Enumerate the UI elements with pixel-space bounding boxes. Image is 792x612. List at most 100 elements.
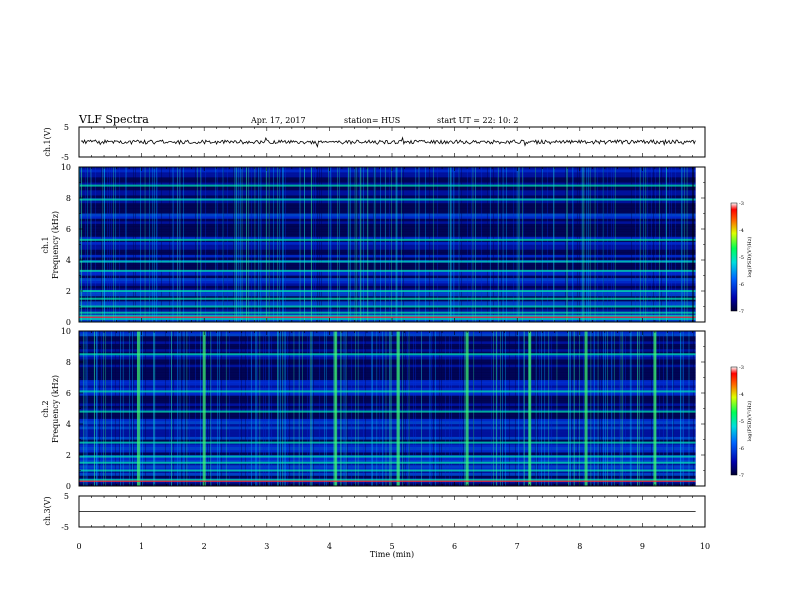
spectrogram-row <box>79 169 696 173</box>
spectrogram-column <box>189 331 190 486</box>
spectrogram-row <box>79 483 696 487</box>
ch1-cb-tick-2: -5 <box>739 255 744 261</box>
spectrogram-column <box>91 167 92 322</box>
spectrogram-column <box>169 167 170 322</box>
spectrogram-column <box>503 331 504 486</box>
spectrogram-column <box>107 167 108 322</box>
spectrogram-column <box>449 167 450 322</box>
spectrogram-row <box>79 480 696 484</box>
spectrogram-column <box>299 167 300 322</box>
spectrogram-column <box>185 331 186 486</box>
spectrogram-band <box>79 305 696 308</box>
spectrogram-row <box>79 241 696 245</box>
spectrogram-column <box>401 331 402 486</box>
spectrogram-row <box>79 374 696 378</box>
spectrogram-band <box>79 238 696 241</box>
spectrogram-row <box>79 372 696 376</box>
spectrogram-row <box>79 221 696 225</box>
spectrogram-column <box>133 167 134 322</box>
spectrogram-column <box>659 331 660 486</box>
spectrogram-row <box>79 216 696 219</box>
x-tick-label: 6 <box>452 542 457 551</box>
spectrogram-column <box>87 331 88 486</box>
time-axis-ticks <box>78 127 706 527</box>
spectrogram-column <box>519 331 520 486</box>
spectrogram-column <box>383 331 384 486</box>
spectrogram-column <box>101 331 102 486</box>
figure-title: VLF Spectra <box>78 113 149 126</box>
spectrogram-column <box>169 331 170 486</box>
spectrogram-column <box>269 331 270 486</box>
spectrogram-column <box>673 331 674 486</box>
spectrogram-column <box>235 167 236 322</box>
spectrogram-column <box>403 167 404 322</box>
spectrogram-column <box>259 167 260 322</box>
spectrogram-column <box>201 167 202 322</box>
spectrogram-column <box>265 331 266 486</box>
spectrogram-column <box>319 331 320 486</box>
spectrogram-row <box>79 254 696 258</box>
ch1-ytick-top: 5 <box>64 123 69 132</box>
spectrogram-row <box>79 265 696 269</box>
spectrogram-row <box>79 262 696 266</box>
spectrogram-column <box>523 331 524 486</box>
spectrogram-row <box>79 431 696 435</box>
ch2-freq-tick-label: 4 <box>66 420 71 429</box>
spectrogram-row <box>79 369 696 373</box>
spectrogram-row <box>79 473 696 476</box>
spectrogram-column <box>95 167 96 322</box>
spectrogram-row <box>79 298 696 302</box>
spectrogram-column <box>437 167 438 322</box>
spectrogram-column <box>445 331 446 486</box>
ch1-waveform-panel: 5 -5 ch.1(V) <box>43 123 706 162</box>
spectrogram-column <box>539 331 540 486</box>
station-label: station= HUS <box>344 116 400 125</box>
spectrogram-column <box>651 167 652 322</box>
spectrogram-column <box>351 331 352 486</box>
spectrogram-column <box>515 331 516 486</box>
spectrogram-column <box>299 331 300 486</box>
spectrogram-band <box>79 314 696 317</box>
time-axis-labels: 0 1 2 3 4 5 6 7 8 9 10 <box>76 542 710 551</box>
spectrogram-row <box>79 303 696 307</box>
spectrogram-burst <box>653 331 657 486</box>
spectrogram-column <box>573 167 574 322</box>
spectrogram-row <box>79 249 696 253</box>
spectrogram-column <box>241 331 242 486</box>
spectrogram-column <box>347 167 348 322</box>
spectrogram-column <box>547 167 548 322</box>
ch2-spec-ylabel: Frequency (kHz) <box>51 375 60 443</box>
spectrogram-lowfreq-line <box>79 480 696 482</box>
spectrogram-band <box>79 290 696 292</box>
spectrogram-column <box>611 167 612 322</box>
spectrogram-column <box>111 167 112 322</box>
spectrogram-row <box>79 177 696 181</box>
spectrogram-column <box>481 331 482 486</box>
spectrogram-column <box>551 331 552 486</box>
spectrogram-column <box>451 331 452 486</box>
spectrogram-row <box>79 244 696 248</box>
ch1-spectrogram-panel: 10 8 6 4 2 0 ch.1 Frequency (kHz) -3 -4 -5 -6… <box>41 163 753 327</box>
ch1-cb-tick-1: -4 <box>739 228 744 234</box>
spectrogram-column <box>251 167 252 322</box>
spectrogram-column <box>281 167 282 322</box>
spectrogram-column <box>671 167 672 322</box>
spectrogram-row <box>79 190 696 194</box>
spectrogram-row <box>79 267 696 271</box>
spectrogram-row <box>79 319 696 323</box>
ch3-ytick-top: 5 <box>64 492 69 501</box>
spectrogram-column <box>101 167 102 322</box>
spectrogram-column <box>211 331 212 486</box>
spectrogram-column <box>441 331 442 486</box>
spectrogram-column <box>257 167 258 322</box>
ch2-freq-tick-label: 0 <box>66 482 71 491</box>
spectrogram-column <box>537 331 538 486</box>
spectrogram-column <box>245 331 246 486</box>
spectrogram-row <box>79 449 696 453</box>
ch1-freq-tick-label: 8 <box>66 194 71 203</box>
spectrogram-burst <box>584 331 588 486</box>
spectrogram-column <box>287 331 288 486</box>
spectrogram-column <box>181 167 182 322</box>
spectrogram-column <box>461 167 462 322</box>
spectrogram-column <box>585 167 586 322</box>
